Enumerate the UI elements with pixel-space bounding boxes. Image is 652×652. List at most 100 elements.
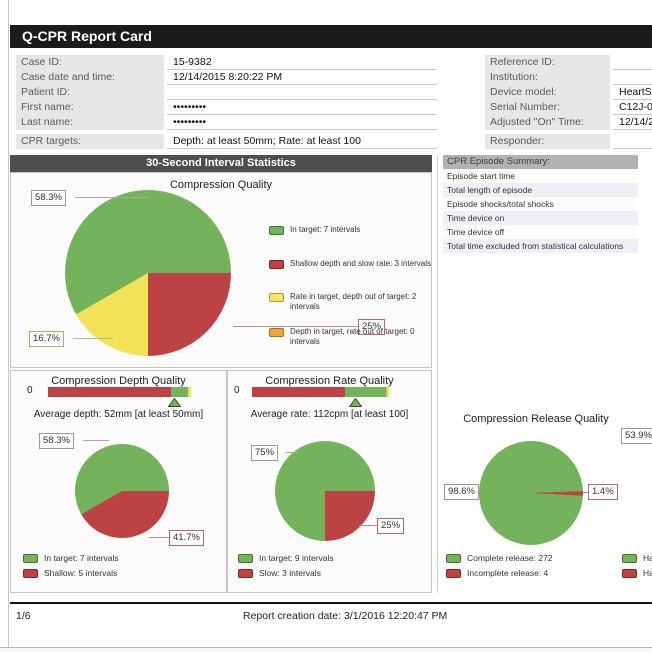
legend-item: Complete release: 272 (446, 553, 553, 563)
leader-line (149, 537, 171, 538)
chart-title: Compression Rate Quality (265, 375, 394, 387)
legend-label: Shallow depth and slow rate: 3 intervals (290, 259, 431, 268)
leader-line (73, 338, 113, 339)
rate-quality-panel: Compression Rate Quality 0 Average rate:… (227, 370, 432, 593)
field-value: ••••••••• (167, 100, 437, 115)
field-label: Device model: (485, 85, 610, 100)
field-value (613, 55, 652, 70)
orange-swatch-icon (269, 328, 284, 337)
summary-row: Time device on (443, 211, 638, 225)
leader-line (83, 440, 109, 441)
pie-label-red: 1.4% (588, 484, 618, 500)
field-value: 12/14/2015 8:20:22 PM (167, 70, 437, 85)
legend-item: In target: 7 intervals (23, 553, 119, 563)
yellow-swatch-icon (269, 293, 284, 302)
legend-label: Hand (643, 553, 652, 563)
rate-marker-triangle-icon (349, 398, 362, 407)
pie-label-green: 58.3% (31, 190, 66, 206)
legend-item: Slow: 3 intervals (238, 568, 321, 578)
episode-summary-header: CPR Episode Summary: (443, 155, 638, 169)
green-swatch-icon (446, 554, 461, 563)
legend-item: Depth in target, rate out of target: 0 i… (269, 327, 428, 347)
pie-label-green: 75% (251, 445, 279, 461)
legend-label: In target: 7 intervals (290, 225, 361, 234)
red-swatch-icon (238, 569, 253, 578)
field-label: First name: (16, 100, 164, 115)
bar-zero-label: 0 (27, 385, 33, 396)
vertical-divider (437, 155, 438, 593)
depth-quality-bar (48, 387, 191, 397)
rate-quality-bar (252, 387, 389, 397)
page-left-margin-line (8, 0, 9, 647)
report-creation-date: Report creation date: 3/1/2016 12:20:47 … (243, 610, 448, 622)
pie-label-green: 58.3% (39, 433, 74, 449)
page-bottom-strip (0, 648, 652, 652)
field-label: Serial Number: (485, 100, 610, 115)
rate-quality-pie (275, 441, 375, 541)
bar-zero-label: 0 (234, 385, 240, 396)
pie-label-clipped: 53.9% (621, 428, 652, 444)
legend-label: Hand (643, 568, 652, 578)
red-swatch-icon (622, 569, 637, 578)
summary-row: Episode shocks/total shocks (443, 197, 638, 211)
leader-line (583, 492, 588, 493)
legend-item: Incomplete release: 4 (446, 568, 548, 578)
summary-row: Total time excluded from statistical cal… (443, 239, 638, 253)
chart-title: Compression Quality (169, 179, 273, 191)
field-value (613, 134, 652, 149)
green-swatch-icon (622, 554, 637, 563)
compression-quality-panel: Compression Quality 58.3% 25% 16.7% In t… (10, 172, 432, 368)
chart-title: Compression Release Quality (463, 413, 609, 425)
leader-line (75, 197, 147, 198)
field-label: Last name: (16, 115, 164, 130)
leader-line (233, 326, 358, 327)
chart-title: Compression Depth Quality (51, 375, 186, 387)
release-quality-pie (479, 441, 583, 545)
legend-label: Shallow: 5 intervals (44, 568, 118, 578)
leader-line (285, 452, 299, 453)
field-value (613, 70, 652, 85)
legend-label: In target: 9 intervals (259, 553, 334, 563)
field-label: Adjusted "On" Time: (485, 115, 610, 130)
field-value: ••••••••• (167, 115, 437, 130)
field-value (167, 85, 437, 100)
red-swatch-icon (23, 569, 38, 578)
legend-item-clipped: Hand (622, 568, 652, 578)
section-header-interval-stats: 30-Second Interval Statistics (10, 155, 432, 172)
green-swatch-icon (23, 554, 38, 563)
pie-label-green: 98.6% (444, 484, 479, 500)
average-rate-text: Average rate: 112cpm [at least 100] (250, 409, 409, 420)
green-swatch-icon (269, 226, 284, 235)
field-label: CPR targets: (16, 134, 164, 149)
page-bottom-edge (0, 647, 652, 648)
legend-label: Slow: 3 intervals (259, 568, 321, 578)
summary-row: Total length of episode (443, 183, 638, 197)
legend-item: Shallow: 5 intervals (23, 568, 117, 578)
summary-row: Episode start time (443, 169, 638, 183)
depth-quality-pie (75, 444, 169, 538)
depth-quality-panel: Compression Depth Quality 0 Average dept… (10, 370, 227, 593)
field-value: C12J-0 (613, 100, 652, 115)
pie-label-red: 41.7% (169, 530, 204, 546)
page-title: Q-CPR Report Card (10, 25, 652, 48)
field-label: Institution: (485, 70, 610, 85)
legend-label: Complete release: 272 (467, 553, 553, 563)
legend-label: Incomplete release: 4 (467, 568, 549, 578)
legend-item: In target: 7 intervals (269, 225, 360, 235)
legend-item: In target: 9 intervals (238, 553, 334, 563)
field-label: Patient ID: (16, 85, 164, 100)
pie-label-red: 25% (358, 319, 386, 335)
average-depth-text: Average depth: 52mm [at least 50mm] (33, 409, 204, 420)
green-swatch-icon (238, 554, 253, 563)
red-swatch-icon (446, 569, 461, 578)
footer-rule (10, 602, 652, 604)
legend-label: Depth in target, rate out of target: 0 i… (290, 327, 415, 346)
depth-marker-triangle-icon (168, 398, 181, 407)
field-value: Depth: at least 50mm; Rate: at least 100 (167, 134, 437, 149)
pie-label-red: 25% (377, 518, 405, 534)
legend-label: Rate in target, depth out of target: 2 i… (290, 292, 417, 311)
red-swatch-icon (269, 260, 284, 269)
field-label: Reference ID: (485, 55, 610, 70)
leader-line (359, 525, 377, 526)
